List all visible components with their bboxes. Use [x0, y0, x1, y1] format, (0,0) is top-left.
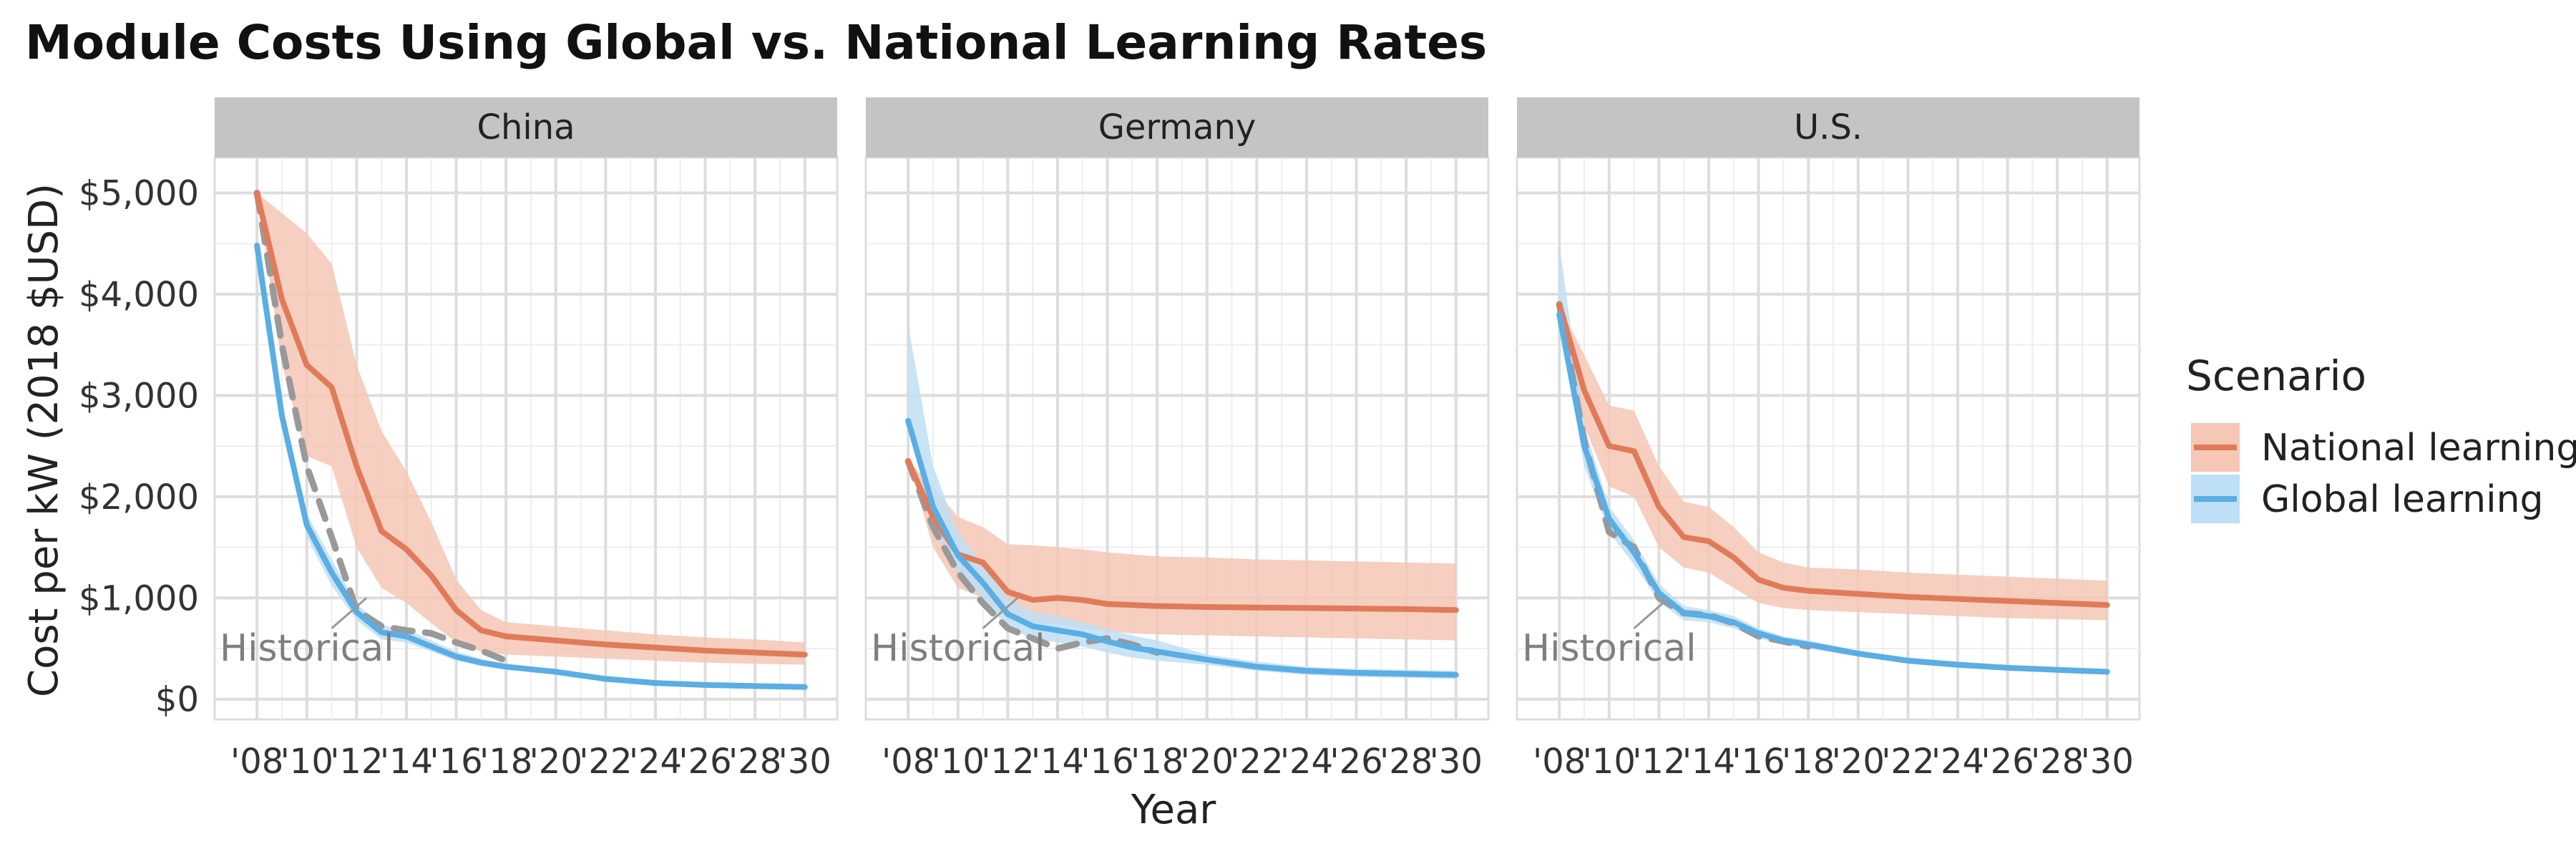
legend-title: Scenario — [2186, 351, 2366, 400]
x-tick-label: '12 — [981, 742, 1034, 782]
historical-annotation: Historical — [1522, 627, 1697, 670]
annotation-leader — [1633, 597, 1670, 629]
x-tick-label: '16 — [1080, 742, 1133, 782]
x-tick-label: '26 — [678, 742, 731, 782]
x-tick-label: '14 — [380, 742, 433, 782]
annotation-leader — [331, 597, 368, 629]
x-tick-label: '24 — [1931, 742, 1984, 782]
national-learning-line — [905, 458, 1459, 613]
y-tick-label: $0 — [155, 680, 199, 720]
national-learning-line — [254, 190, 808, 658]
x-tick-label: '20 — [1181, 742, 1234, 782]
x-tick-label: '10 — [280, 742, 333, 782]
global-learning-line — [905, 417, 1459, 678]
x-tick-label: '22 — [579, 742, 632, 782]
facet-panel: U.S. '08'10'12'14'16'18'20'22'24'26'28'30… — [1516, 97, 2141, 782]
x-tick-label: '16 — [1732, 742, 1785, 782]
global-learning-line — [1556, 311, 2110, 675]
x-tick-label: '22 — [1881, 742, 1934, 782]
x-tick-label: '28 — [728, 742, 781, 782]
historical-annotation: Historical — [871, 627, 1045, 670]
facet-strip — [215, 97, 837, 157]
x-tick-label: '24 — [1280, 742, 1333, 782]
x-tick-label: '08 — [1533, 742, 1586, 782]
y-tick-label: $4,000 — [79, 275, 199, 315]
national-learning-line — [1556, 301, 2110, 608]
facet-label: U.S. — [1794, 107, 1863, 147]
legend-label: National learning — [2261, 427, 2576, 470]
x-tick-label: '28 — [1380, 742, 1433, 782]
facet-label: Germany — [1098, 107, 1257, 147]
historical-line — [904, 457, 1161, 656]
y-tick-label: $2,000 — [79, 477, 199, 518]
y-tick-label: $5,000 — [79, 174, 199, 214]
x-tick-label: '18 — [479, 742, 532, 782]
facet-panel: China '08'10'12'14'16'18'20'22'24'26'28'3… — [79, 97, 839, 782]
x-tick-label: '24 — [629, 742, 682, 782]
legend-label: Global learning — [2261, 478, 2544, 521]
x-tick-label: '26 — [1981, 742, 2034, 782]
legend-item: Global learning — [2191, 475, 2544, 523]
confidence-band — [908, 461, 1456, 641]
x-tick-label: '12 — [1632, 742, 1685, 782]
x-tick-label: '28 — [2031, 742, 2084, 782]
chart-title: Module Costs Using Global vs. National L… — [25, 15, 1487, 70]
x-tick-label: '18 — [1782, 742, 1835, 782]
x-tick-label: '22 — [1230, 742, 1283, 782]
confidence-band — [257, 193, 805, 665]
facet-strip — [1517, 97, 2140, 157]
x-tick-label: '20 — [1832, 742, 1885, 782]
x-tick-label: '08 — [882, 742, 935, 782]
x-tick-label: '10 — [932, 742, 985, 782]
y-tick-label: $1,000 — [79, 578, 199, 618]
facet-label: China — [477, 107, 575, 147]
historical-line — [253, 190, 509, 664]
x-tick-label: '08 — [230, 742, 283, 782]
x-tick-label: '30 — [779, 742, 831, 782]
y-axis-label: Cost per kW (2018 $USD) — [21, 183, 67, 697]
x-tick-label: '10 — [1583, 742, 1636, 782]
y-tick-label: $3,000 — [79, 376, 199, 416]
legend-item: National learning — [2191, 423, 2576, 472]
facet-strip — [866, 97, 1488, 157]
x-tick-label: '16 — [429, 742, 482, 782]
x-tick-label: '12 — [330, 742, 383, 782]
facet-panels: China'08'10'12'14'16'18'20'22'24'26'28'3… — [79, 97, 2141, 782]
x-tick-label: '14 — [1682, 742, 1735, 782]
x-tick-label: '18 — [1131, 742, 1184, 782]
facet-panel: Germany '08'10'12'14'16'18'20'22'24'26'28… — [864, 97, 1490, 782]
x-tick-label: '14 — [1031, 742, 1084, 782]
historical-annotation: Historical — [220, 627, 394, 670]
x-tick-label: '30 — [1430, 742, 1483, 782]
x-tick-label: '20 — [530, 742, 582, 782]
legend: Scenario National learning Global learnin… — [2186, 351, 2576, 523]
global-learning-line — [254, 243, 808, 690]
x-tick-label: '26 — [1330, 742, 1382, 782]
annotation-leader — [982, 597, 1019, 629]
x-axis-label: Year — [1131, 787, 1217, 833]
x-tick-label: '30 — [2081, 742, 2134, 782]
